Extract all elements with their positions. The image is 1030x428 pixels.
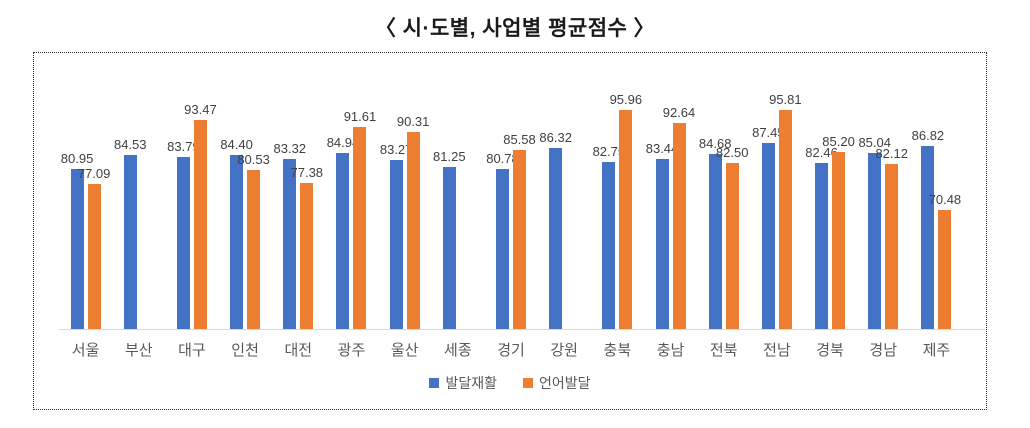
legend-label: 발달재활 [445, 375, 497, 391]
bar [442, 167, 456, 329]
bar [549, 147, 563, 329]
bar [123, 154, 137, 329]
bar-value-label: 70.48 [928, 191, 962, 207]
legend-item-series-1: 발달재활 [429, 373, 497, 393]
bar-value-label: 85.58 [503, 132, 536, 148]
category-label: 인천 [231, 342, 259, 359]
chart-title: 〈 시·도별, 사업별 평균점수 〉 [374, 17, 656, 40]
bar [885, 164, 899, 329]
category-label: 전남 [763, 342, 791, 359]
bar [300, 182, 314, 329]
bar [389, 159, 403, 329]
bar [921, 145, 935, 329]
bar [602, 161, 616, 329]
bar [778, 110, 792, 329]
bar-value-label: 85.04 [858, 134, 891, 150]
category-label: 울산 [390, 342, 419, 359]
bar-value-label: 83.27 [379, 141, 413, 157]
legend-label: 언어발달 [539, 375, 591, 391]
bar-value-label: 77.38 [290, 164, 324, 180]
bar-value-label: 84.68 [698, 136, 732, 151]
bar-value-label: 84.94 [326, 134, 360, 150]
bar [496, 169, 509, 329]
category-label: 대전 [284, 342, 313, 359]
category-label: 경북 [816, 342, 844, 359]
category-label: 제주 [922, 342, 951, 359]
bar [513, 150, 526, 329]
bar [70, 168, 84, 329]
bar [193, 119, 207, 329]
bar-value-label: 80.53 [237, 152, 270, 168]
bar-value-label: 84.53 [113, 136, 147, 152]
category-label: 전북 [709, 342, 738, 359]
bar [655, 158, 669, 329]
bar-value-label: 77.09 [77, 165, 111, 181]
bar [336, 152, 350, 329]
category-label: 경남 [869, 342, 898, 359]
legend: 발달재활 언어발달 [34, 371, 986, 395]
bar-value-label: 84.40 [220, 137, 253, 153]
bar-value-label: 92.64 [662, 104, 696, 120]
bar [761, 143, 775, 329]
bar-value-label: 93.47 [184, 101, 217, 117]
bar [938, 209, 952, 329]
bar [725, 162, 739, 329]
bar-value-label: 85.20 [822, 133, 855, 149]
bar-value-label: 90.31 [396, 113, 430, 129]
bar [708, 154, 722, 329]
bar-value-label: 83.44 [645, 140, 679, 156]
x-axis-line [59, 329, 985, 330]
bar [176, 157, 190, 329]
bar-value-label: 82.46 [805, 144, 838, 160]
category-label: 세종 [444, 342, 472, 359]
bar [815, 162, 829, 329]
bar-value-label: 86.82 [911, 127, 945, 143]
chart-frame: 80.95 77.09 서울 84.53 부산 83.79 93.47 대구 84.40 80.5… [33, 52, 987, 410]
bar-value-label: 81.25 [433, 149, 466, 165]
bar [406, 131, 420, 329]
bar-value-label: 86.32 [539, 129, 572, 145]
category-label: 부산 [124, 342, 153, 359]
bar-value-label: 95.96 [609, 91, 643, 107]
bar [868, 152, 882, 329]
bar-value-label: 83.79 [167, 139, 200, 155]
category-label: 충남 [656, 342, 685, 359]
category-label: 경기 [497, 342, 525, 359]
category-label: 서울 [71, 342, 100, 359]
bar [672, 122, 686, 329]
bar [247, 170, 261, 329]
bar-value-label: 82.12 [875, 146, 908, 162]
bar [230, 155, 244, 329]
legend-marker-icon [429, 378, 440, 388]
bar [283, 159, 297, 329]
bar-value-label: 80.95 [60, 150, 94, 166]
legend-item-series-2: 언어발달 [523, 373, 591, 393]
bar-value-label: 95.81 [769, 92, 802, 108]
category-label: 충북 [603, 342, 632, 359]
bar-value-label: 83.32 [273, 141, 307, 157]
legend-marker-icon [523, 378, 533, 388]
category-label: 광주 [337, 342, 366, 359]
bar-value-label: 87.45 [752, 125, 785, 141]
bar [353, 126, 367, 329]
bar-value-label: 82.75 [592, 143, 626, 159]
category-label: 대구 [178, 342, 206, 359]
bar-value-label: 91.61 [343, 108, 377, 124]
bar [619, 109, 633, 329]
bar [832, 151, 846, 329]
bar-value-label: 80.78 [486, 151, 519, 167]
bar-value-label: 82.50 [715, 144, 749, 160]
bar [87, 183, 101, 329]
category-label: 강원 [550, 342, 578, 359]
